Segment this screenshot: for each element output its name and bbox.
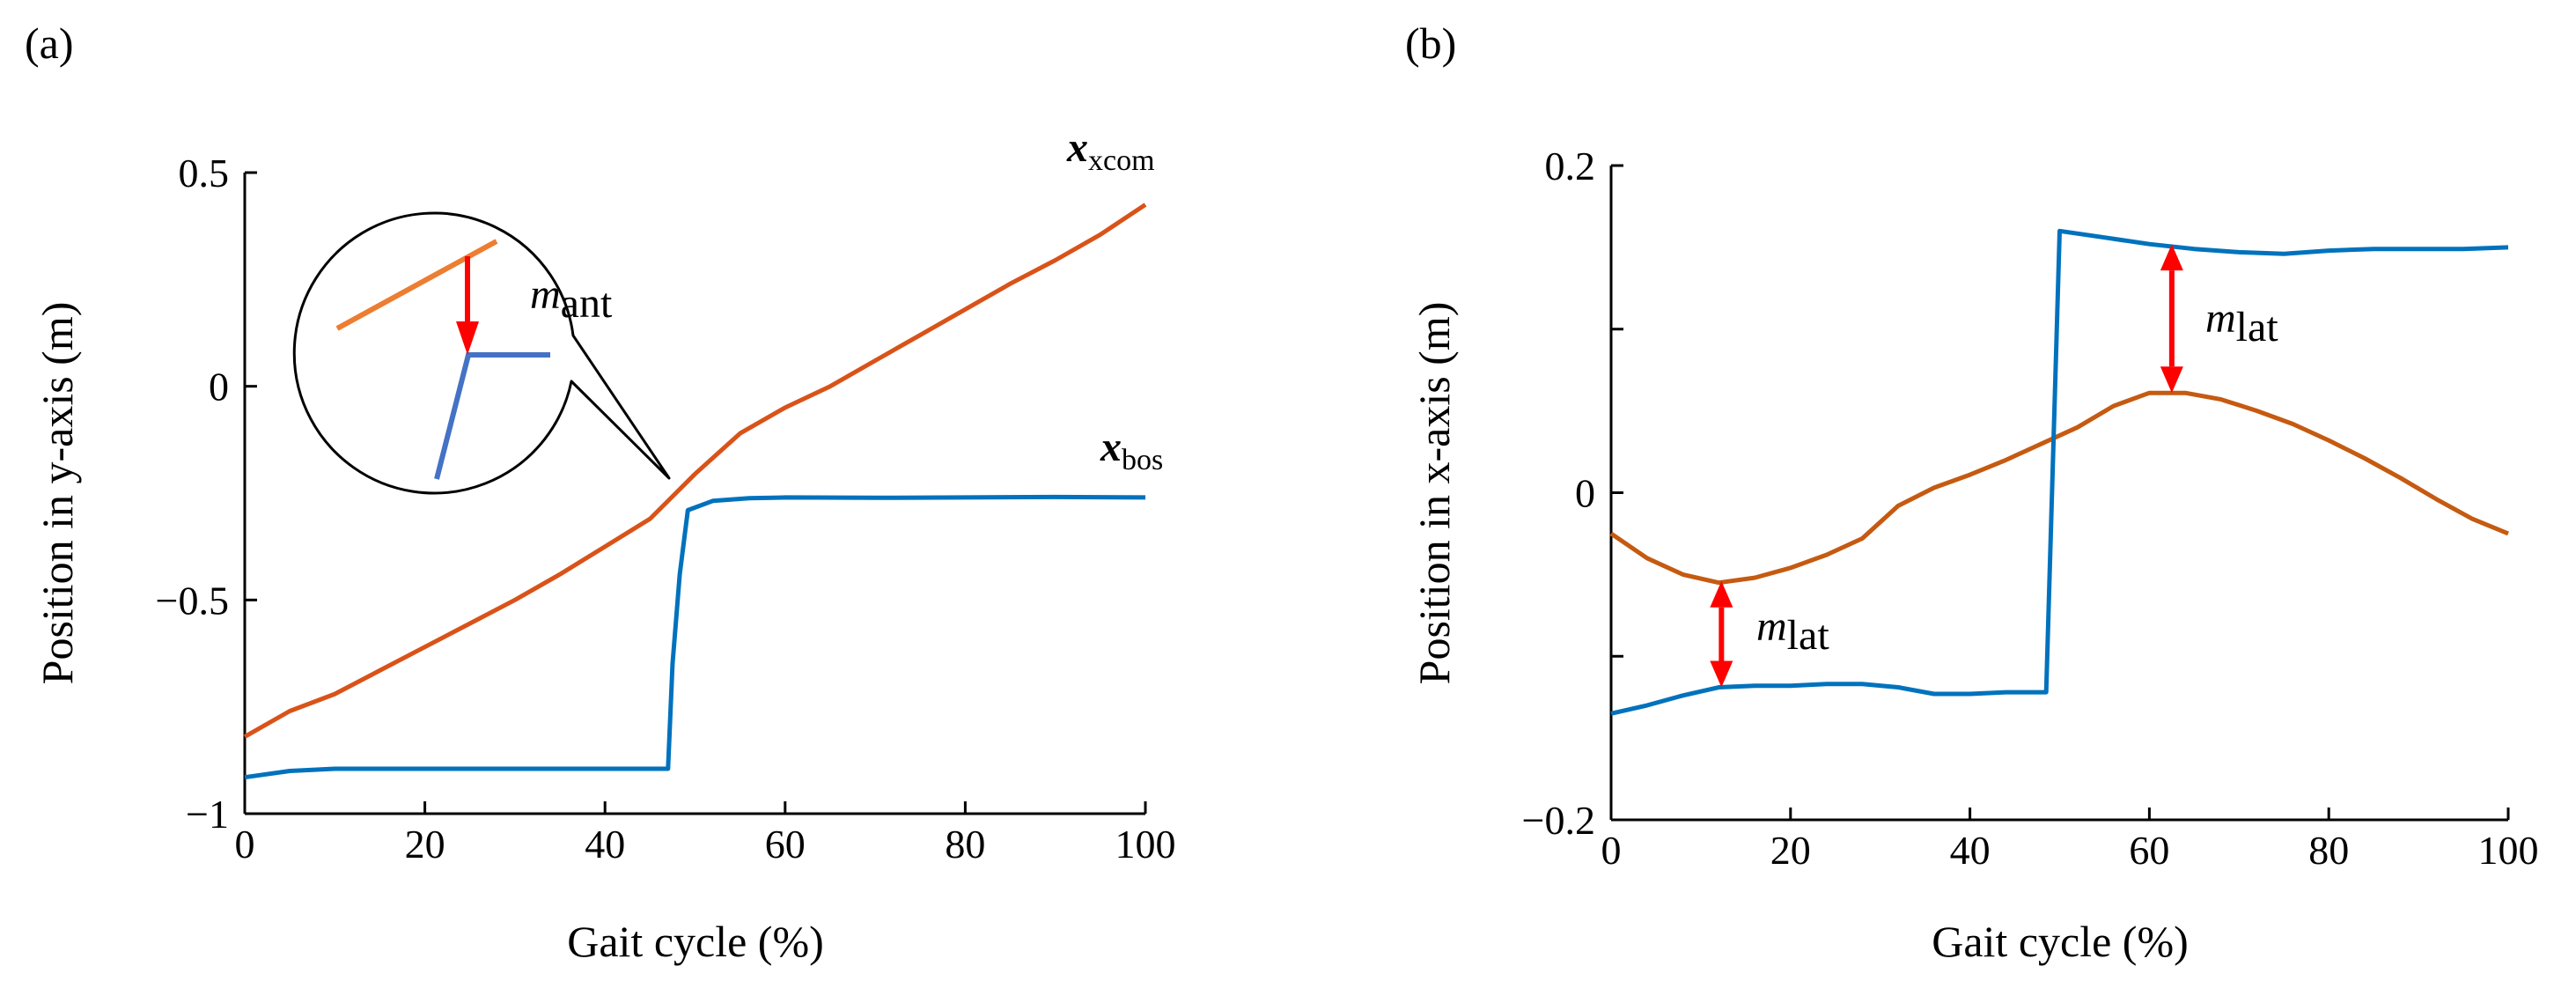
panel-b-y-tick-label: 0.2 bbox=[1545, 144, 1596, 188]
inset-margin-label-main: m bbox=[530, 271, 561, 318]
panel-a-xcom-line bbox=[243, 203, 1147, 739]
panel-b-y-tick-label: 0 bbox=[1575, 471, 1595, 516]
panel-b-margin-arrows bbox=[1710, 244, 2183, 688]
panel-a-x-tick-label: 60 bbox=[765, 822, 806, 867]
margin-arrow-1-head-start bbox=[1710, 580, 1733, 608]
panel-a-bos-label: xbos bbox=[1100, 424, 1163, 476]
margin-label-2-sub: lat bbox=[2236, 304, 2279, 350]
inset-xcom-segment bbox=[335, 239, 498, 331]
panel-a-xcom-label-sub: xcom bbox=[1088, 144, 1155, 177]
panel-a-xcom-label: xxcom bbox=[1066, 124, 1155, 177]
inset-margin-label-sub: ant bbox=[561, 280, 613, 327]
panel-a-y-tick-label: 0 bbox=[209, 365, 229, 409]
panel-a-axes bbox=[243, 173, 1145, 815]
panel-a-x-tick-label: 40 bbox=[585, 822, 625, 867]
panel-b-label: (b) bbox=[1405, 18, 1456, 68]
panel-a-bos-label-main: x bbox=[1100, 424, 1122, 470]
panel-b: (b) 0 20 40 60 80 100−0.200.2 Gait cycle (%) … bbox=[1405, 18, 2539, 966]
panel-a: (a) 0 20 40 60 80 100 −1 −0.5 0 0.5 Gait cycle (%… bbox=[25, 18, 1176, 966]
panel-b-xcom-line bbox=[1609, 390, 2509, 586]
panel-a-x-tick-label: 100 bbox=[1115, 822, 1176, 867]
panel-a-label: (a) bbox=[25, 18, 74, 68]
panel-a-x-tick-label: 80 bbox=[945, 822, 985, 867]
panel-b-x-tick-label: 60 bbox=[2129, 828, 2169, 873]
panel-b-y-axis-title: Position in x-axis (m) bbox=[1409, 302, 1459, 685]
inset-margin-label: mant bbox=[530, 271, 613, 327]
panel-b-ticks: 0 20 40 60 80 100−0.200.2 bbox=[1522, 144, 2539, 873]
panel-a-x-tick-label: 20 bbox=[405, 822, 445, 867]
margin-label-1-sub: lat bbox=[1787, 612, 1830, 659]
margin-label-2-main: m bbox=[2205, 295, 2236, 342]
margin-arrow-2-head-start bbox=[2160, 366, 2183, 394]
panel-b-x-axis-title: Gait cycle (%) bbox=[1932, 917, 2189, 966]
inset-margin-arrow-head bbox=[456, 321, 479, 355]
margin-arrow-1-head-end bbox=[1710, 660, 1733, 688]
panel-b-y-tick-label: −0.2 bbox=[1522, 798, 1595, 843]
panel-a-y-tick-label: 0.5 bbox=[179, 151, 230, 195]
panel-b-x-tick-label: 40 bbox=[1950, 828, 1991, 873]
panel-b-x-tick-label: 80 bbox=[2308, 828, 2349, 873]
margin-arrow-2-head-end bbox=[2160, 244, 2183, 271]
inset-bos-segment bbox=[434, 352, 550, 480]
panel-a-bos-line bbox=[244, 494, 1146, 780]
panel-a-y-axis-title: Position in y-axis (m) bbox=[33, 302, 82, 685]
panel-a-bos-label-sub: bos bbox=[1122, 444, 1163, 476]
panel-a-x-tick-label: 0 bbox=[235, 822, 255, 867]
panel-a-y-tick-label: −0.5 bbox=[156, 578, 229, 623]
panel-a-y-tick-label: −1 bbox=[186, 792, 229, 837]
panel-a-x-axis-title: Gait cycle (%) bbox=[567, 917, 824, 966]
panel-a-xcom-label-main: x bbox=[1066, 124, 1088, 171]
panel-b-margin-label-2: mlat bbox=[2205, 295, 2278, 350]
panel-b-margin-label-1: mlat bbox=[1756, 603, 1829, 659]
panel-a-ticks: 0 20 40 60 80 100 −1 −0.5 0 0.5 bbox=[156, 151, 1176, 867]
panel-a-zoom-inset: mant bbox=[292, 211, 671, 495]
panel-b-bos-line bbox=[1610, 228, 2509, 716]
margin-label-1-main: m bbox=[1756, 603, 1787, 650]
panel-b-x-tick-label: 20 bbox=[1770, 828, 1811, 873]
panel-b-x-tick-label: 100 bbox=[2478, 828, 2539, 873]
panel-b-x-tick-label: 0 bbox=[1601, 828, 1622, 873]
